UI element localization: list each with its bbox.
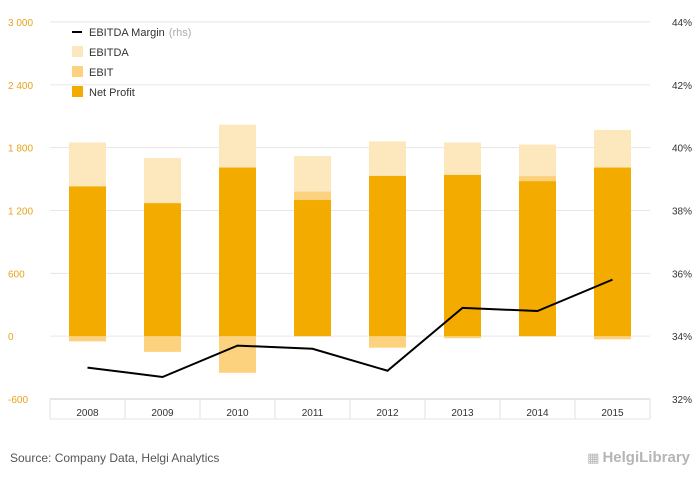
bar-net-profit (69, 186, 106, 337)
y-right-tick-label: 36% (672, 269, 692, 280)
y-left-tick-label: -600 (8, 395, 28, 406)
bar-ebit (444, 336, 481, 339)
bar-net-profit (294, 200, 331, 337)
x-tick-label: 2012 (376, 408, 399, 419)
legend-label: EBIT (89, 67, 114, 79)
y-left-tick-label: 2 400 (8, 81, 33, 92)
legend-swatch-ebitda (72, 46, 83, 57)
legend-swatch-net-profit (72, 86, 83, 97)
y-right-tick-label: 34% (672, 332, 692, 343)
bar-net-profit (594, 167, 631, 337)
legend-label: Net Profit (89, 87, 135, 99)
series-line-ebitda-margin (87, 278, 613, 379)
x-tick-label: 2014 (526, 408, 549, 419)
y-left-tick-label: 1 800 (8, 144, 33, 155)
bar-net-profit (519, 181, 556, 337)
x-tick-label: 2011 (302, 408, 324, 419)
y-right-tick-label: 38% (672, 207, 692, 218)
x-tick-label: 2010 (226, 408, 249, 419)
bars (69, 124, 631, 373)
bar-ebit (219, 336, 256, 373)
y-right-tick-label: 44% (672, 18, 692, 29)
legend: EBITDA Margin (rhs) EBITDA EBIT Net Profit (72, 27, 191, 99)
gridlines (50, 21, 650, 337)
legend-label: EBITDA Margin (rhs) (89, 27, 191, 39)
bar-ebit (594, 336, 631, 340)
bar-net-profit (369, 175, 406, 337)
bar-net-profit (444, 174, 481, 337)
axes: -600 0 600 1 200 1 800 2 400 3 000 32% 34% 36% 38%… (8, 18, 692, 420)
source-note: Source: Company Data, Helgi Analytics (10, 451, 220, 465)
legend-label-note: (rhs) (169, 27, 192, 39)
legend-swatch-ebit (72, 66, 83, 77)
margin-line (87, 278, 613, 379)
brand-logo: ▦ HelgiLibrary (587, 449, 690, 466)
y-right-tick-label: 32% (672, 395, 692, 406)
legend-label: EBITDA (89, 47, 129, 59)
y-left-tick-label: 1 200 (8, 207, 33, 218)
bar-ebit (69, 336, 106, 342)
y-left-tick-label: 600 (8, 269, 25, 280)
y-left-tick-label: 3 000 (8, 18, 33, 29)
bar-ebit (369, 336, 406, 348)
x-tick-label: 2008 (76, 408, 99, 419)
brand-name: HelgiLibrary (602, 449, 690, 466)
x-tick-label: 2015 (601, 408, 624, 419)
bar-net-profit (144, 203, 181, 337)
bar-net-profit (219, 167, 256, 337)
y-left-tick-label: 0 (8, 332, 14, 343)
bar-ebit (144, 336, 181, 352)
y-right-tick-label: 40% (672, 144, 692, 155)
x-tick-label: 2009 (151, 408, 174, 419)
building-icon: ▦ (587, 450, 600, 465)
x-tick-label: 2013 (451, 408, 474, 419)
y-right-tick-label: 42% (672, 81, 692, 92)
